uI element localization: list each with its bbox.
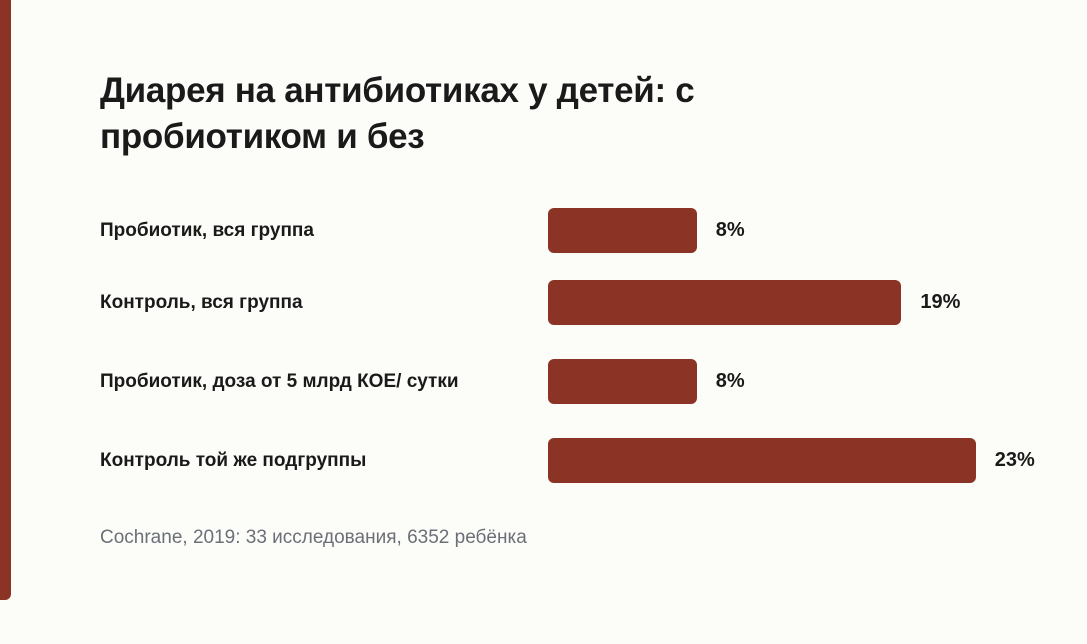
- category-label: Контроль той же подгруппы: [100, 449, 367, 471]
- category-label: Пробиотик, вся группа: [100, 219, 314, 241]
- category-label: Пробиотик, доза от 5 млрд КОЕ/ сутки: [100, 370, 459, 392]
- chart-title: Диарея на антибиотиках у детей: с пробио…: [100, 71, 695, 156]
- category-label: Контроль, вся группа: [100, 291, 303, 313]
- bar: [548, 207, 697, 253]
- value-label: 8%: [715, 219, 745, 241]
- value-label: 8%: [715, 370, 745, 392]
- value-label: 23%: [994, 449, 1035, 471]
- bar: [548, 437, 976, 483]
- accent-bar: [0, 0, 11, 600]
- source-note: Cochrane, 2019: 33 исследования, 6352 ре…: [100, 527, 527, 548]
- bar: [548, 358, 697, 404]
- value-label: 19%: [920, 291, 961, 313]
- bar: [548, 279, 902, 325]
